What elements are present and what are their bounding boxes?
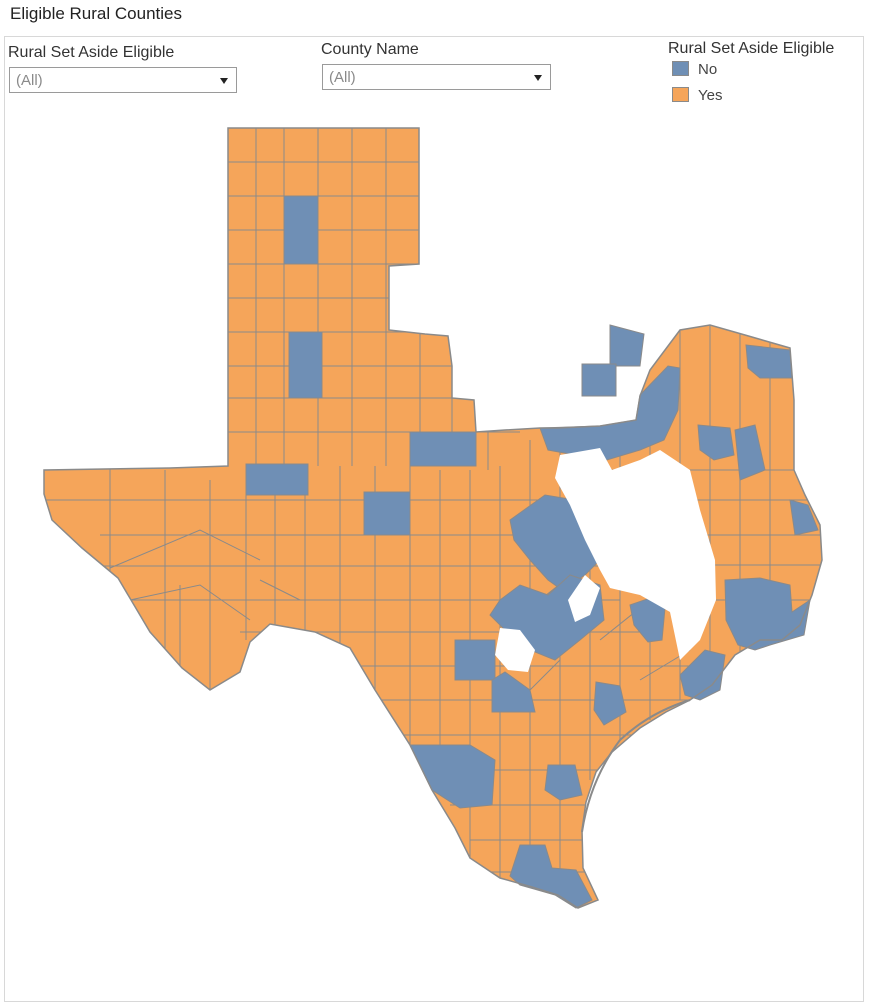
excluded-metro-regions — [495, 448, 716, 672]
legend-swatch-no — [672, 61, 689, 76]
eligible-filter-dropdown[interactable]: (All) — [9, 67, 237, 93]
legend-item-no[interactable]: No — [672, 61, 717, 78]
eligible-filter-value: (All) — [16, 72, 43, 89]
county-filter-label: County Name — [321, 41, 419, 58]
coastline-barrier-island — [581, 699, 691, 833]
dashboard-title: Eligible Rural Counties — [10, 4, 182, 23]
legend-title: Rural Set Aside Eligible — [668, 40, 835, 57]
county-filter-value: (All) — [329, 69, 356, 86]
legend-swatch-yes — [672, 87, 689, 102]
chevron-down-icon — [534, 75, 542, 81]
legend-label-no: No — [698, 61, 718, 78]
dashboard-frame — [4, 36, 864, 1002]
county-filter-dropdown[interactable]: (All) — [322, 64, 551, 90]
eligible-filter-label: Rural Set Aside Eligible — [8, 44, 175, 61]
chevron-down-icon — [220, 78, 228, 84]
legend-item-yes[interactable]: Yes — [672, 87, 722, 104]
legend-label-yes: Yes — [698, 87, 723, 104]
